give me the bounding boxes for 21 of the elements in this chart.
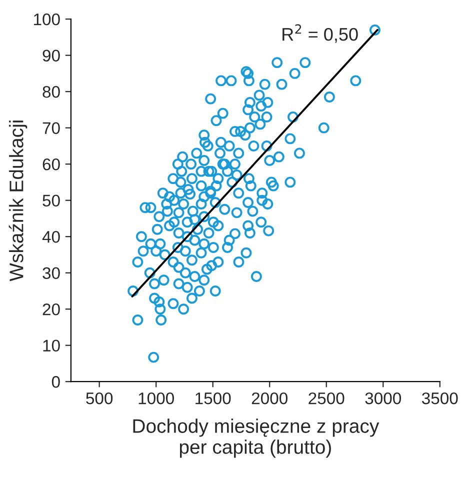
x-tick-label: 1000 [138, 392, 174, 404]
y-tick-label: 0 [52, 376, 60, 388]
y-tick-label: 90 [42, 50, 60, 62]
x-tick-label: 2000 [252, 392, 288, 404]
y-tick-label: 20 [42, 303, 60, 316]
x-tick-label: 1500 [196, 392, 231, 404]
y-axis-title: Wskaźnik Edukacji [8, 120, 28, 282]
x-tick-label: 3000 [365, 392, 402, 404]
x-tick-label: 3500 [422, 392, 458, 404]
y-tick-label: 100 [34, 13, 60, 26]
y-tick-label: 40 [42, 230, 60, 243]
y-tick-label: 10 [43, 340, 60, 352]
y-tick-label: 60 [42, 158, 60, 170]
x-tick-label: 2500 [308, 392, 344, 404]
y-tick-label: 50 [42, 194, 60, 207]
y-tick-label: 80 [42, 86, 60, 98]
x-tick-label: 500 [86, 392, 113, 404]
y-tick-label: 30 [42, 267, 60, 280]
x-axis-title: Dochody miesięczne z pracy per capita (brutto) [133, 418, 380, 458]
y-tick-label: 70 [42, 122, 60, 134]
annotation: R$^{2}$ = 0,50 [282, 24, 358, 43]
